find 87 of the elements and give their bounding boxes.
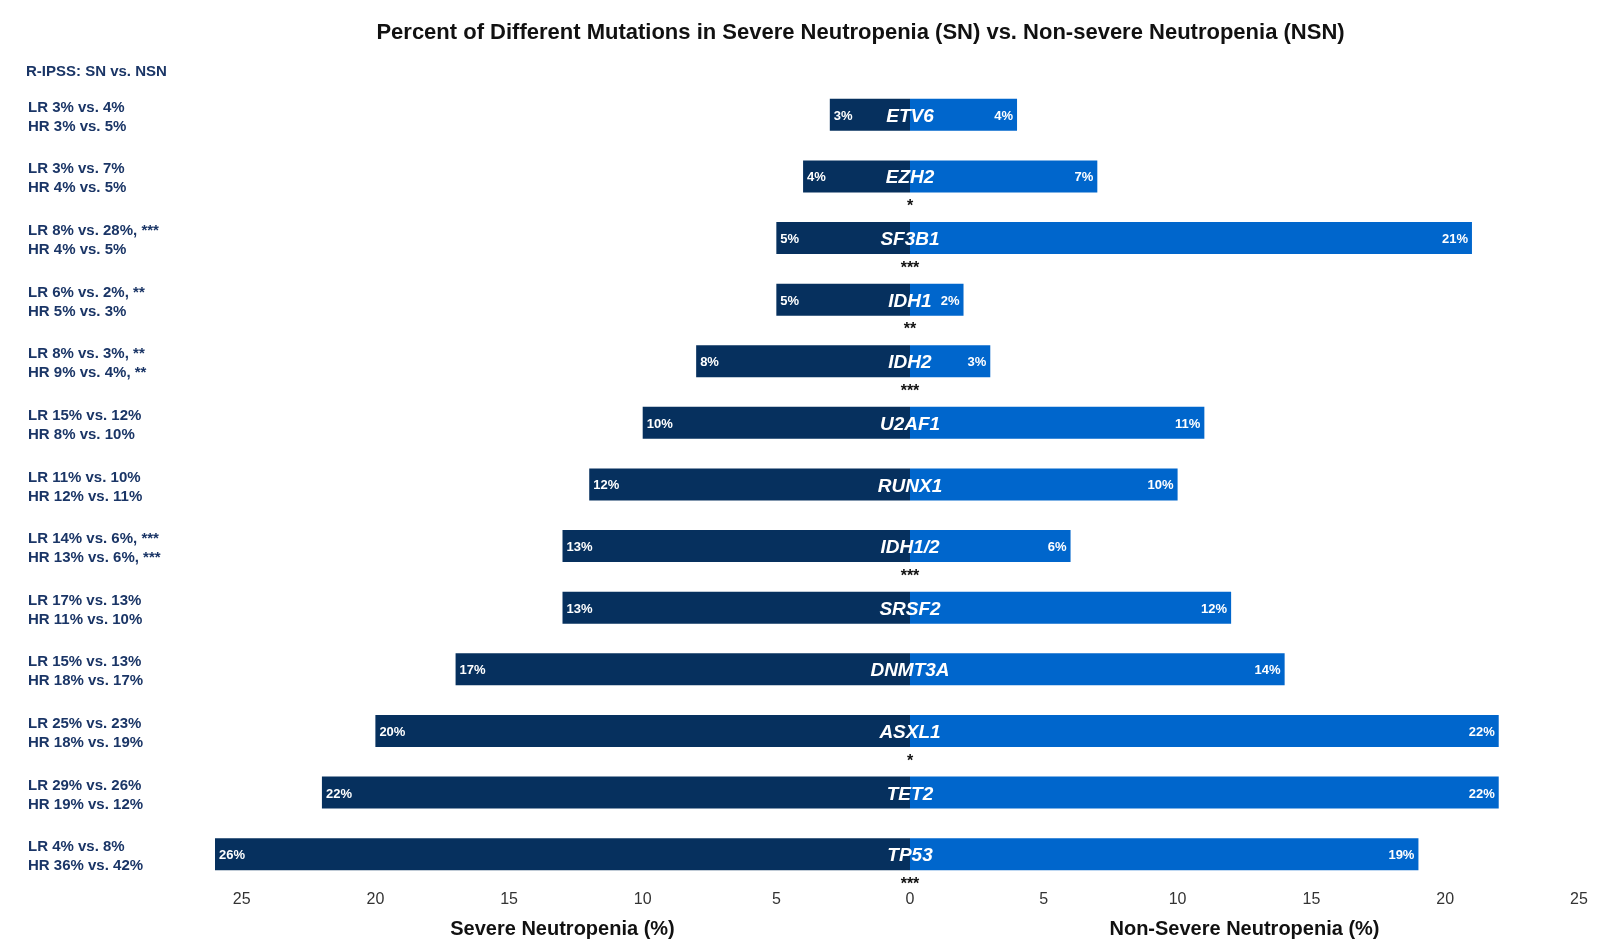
x-tick-label: 5 [771,890,781,908]
annotation: * [906,751,914,769]
y-tick-label: IDH1 [888,289,932,311]
x-tick-label: 10 [633,890,652,908]
text: R-IPSS: SN vs. NSN [26,62,167,79]
y-tick-label: DNMT3A [870,659,950,681]
text: LR 6% vs. 2%, ** [28,282,145,300]
text: HR 19% vs. 12% [28,794,144,812]
data-label: 6% [1047,539,1067,555]
data-label: 10% [1147,477,1175,493]
data-label: 3% [833,107,854,123]
text: HR 11% vs. 10% [28,609,143,627]
data-label: 12% [1201,600,1228,616]
text: HR 3% vs. 5% [28,116,127,134]
text: LR 11% vs. 10% [28,467,141,485]
chart-title: Percent of Different Mutations in Severe Neutropenia (SN) vs. Non-severe Neutropenia (NSN) [376,19,1345,44]
data-label: 10% [646,415,674,431]
x-tick-label: 25 [1570,890,1588,908]
data-label: 19% [1388,847,1415,863]
x-axis-title: Non-Severe Neutropenia (%) [1109,917,1380,939]
y-tick-label: SF3B1 [880,228,940,250]
text: LR 15% vs. 12% [28,405,142,423]
text: HR 4% vs. 5% [28,240,127,258]
data-label: 4% [807,169,827,185]
data-label: 4% [994,107,1014,123]
data-label: 26% [219,847,246,863]
text: LR 4% vs. 8% [28,837,125,855]
text: HR 9% vs. 4%, ** [28,363,147,381]
data-label: 7% [1074,169,1094,185]
y-tick-label: IDH1/2 [880,536,940,558]
text: HR 8% vs. 10% [28,424,135,442]
annotation: ** [903,320,917,338]
y-tick-label: IDH2 [888,351,933,373]
text: LR 14% vs. 6%, *** [28,529,160,547]
text: HR 12% vs. 11% [28,486,143,504]
y-tick-label: ETV6 [886,104,935,126]
x-axis-title: Severe Neutropenia (%) [450,917,675,939]
text: LR 3% vs. 7% [28,159,125,177]
text: LR 3% vs. 4% [28,97,125,115]
annotation: *** [900,258,921,276]
data-label: 13% [566,600,593,616]
data-label: 14% [1254,662,1282,678]
y-tick-label: SRSF2 [879,597,942,619]
x-tick-label: 10 [1168,890,1187,908]
data-label: 21% [1441,231,1469,247]
annotation: *** [900,566,921,584]
x-tick-label: 20 [1436,890,1455,908]
y-tick-label: EZH2 [885,166,935,188]
annotation: * [906,197,914,215]
text: LR 8% vs. 28%, *** [28,221,160,239]
data-label: 12% [593,477,620,493]
annotation: *** [900,875,921,892]
x-tick-label: 20 [366,890,385,908]
text: LR 25% vs. 23% [28,713,142,731]
text: HR 36% vs. 42% [28,856,144,874]
data-label: 22% [325,785,353,801]
data-label: 17% [459,662,487,678]
data-label: 22% [1468,785,1496,801]
data-label: 5% [780,231,800,247]
text: LR 15% vs. 13% [28,652,142,670]
text: HR 5% vs. 3% [28,301,127,319]
y-tick-label: U2AF1 [879,412,941,434]
data-label: 11% [1175,415,1201,431]
text: LR 29% vs. 26% [28,775,142,793]
text: LR 8% vs. 3%, ** [28,344,145,362]
x-tick-label: 15 [1302,890,1321,908]
text: HR 18% vs. 17% [28,671,144,689]
y-tick-label: RUNX1 [877,474,943,496]
data-label: 8% [700,354,720,370]
data-label: 5% [780,292,800,308]
data-label: 2% [940,292,960,308]
text: HR 18% vs. 19% [28,732,144,750]
text: HR 4% vs. 5% [28,178,127,196]
data-label: 3% [967,354,987,370]
x-tick-label: 5 [1039,890,1049,908]
x-tick-label: 15 [500,890,519,908]
x-tick-label: 25 [232,890,251,908]
y-tick-label: ASXL1 [878,720,941,742]
data-label: 20% [379,723,406,739]
text: HR 13% vs. 6%, *** [28,548,161,566]
y-tick-label: TET2 [886,782,934,804]
x-tick-label: 0 [905,890,915,908]
text: LR 17% vs. 13% [28,590,142,608]
data-label: 13% [566,539,593,555]
data-label: 22% [1468,723,1496,739]
y-tick-label: TP53 [887,844,934,866]
annotation: *** [900,382,921,400]
